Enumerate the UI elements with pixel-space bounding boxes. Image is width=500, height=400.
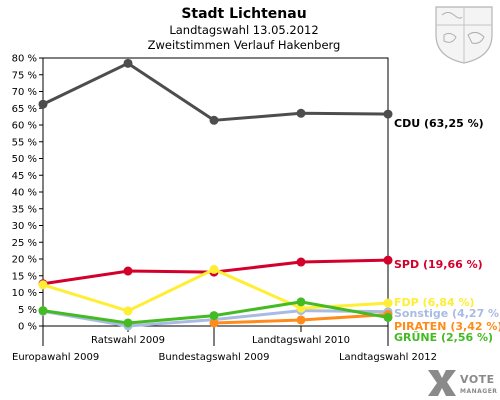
series-point-cdu [296, 108, 306, 118]
end-label-piraten: PIRATEN (3,42 %) [394, 320, 500, 333]
logo-main-text: VOTE [460, 373, 495, 386]
series-point-spd [383, 255, 393, 265]
chart-subtitle-region: Zweitstimmen Verlauf Hakenberg [148, 38, 341, 52]
votemanager-logo: VOTE MANAGER [428, 370, 497, 396]
y-tick-label: 30 % [12, 221, 37, 232]
x-tick-label: Bundestagswahl 2009 [159, 352, 270, 363]
end-label-cdu: CDU (63,25 %) [394, 117, 484, 130]
y-tick-label: 75 % [12, 70, 37, 81]
series-point-piraten [209, 318, 219, 328]
end-label-grüne: GRÜNE (2,56 %) [394, 330, 493, 344]
y-tick-label: 25 % [12, 238, 37, 249]
y-tick-label: 55 % [12, 137, 37, 148]
x-tick-label: Landtagswahl 2012 [339, 352, 437, 363]
y-tick-label: 45 % [12, 171, 37, 182]
x-tick-label: Ratswahl 2009 [91, 335, 165, 346]
y-tick-label: 60 % [12, 121, 37, 132]
series-point-grüne [383, 312, 393, 322]
series-point-grüne [38, 306, 48, 316]
series-point-piraten [296, 315, 306, 325]
plot-area: 0 % 5 % 10 % 15 % 20 % 25 % 30 % 35 % 40 % 45 % 50… [12, 54, 500, 364]
series-point-cdu [383, 109, 393, 119]
series-point-fdp [383, 298, 393, 308]
y-tick-label: 15 % [12, 271, 37, 282]
series-point-grüne [123, 318, 133, 328]
end-label-sonstige: Sonstige (4,27 %) [394, 307, 500, 320]
series-point-spd [296, 257, 306, 267]
series-point-grüne [209, 311, 219, 321]
series-point-cdu [209, 115, 219, 125]
x-tick-label: Landtagswahl 2010 [252, 335, 350, 346]
x-tick-label: Europawahl 2009 [12, 352, 99, 363]
chart-title: Stadt Lichtenau [181, 6, 306, 22]
end-label-spd: SPD (19,66 %) [394, 258, 483, 271]
end-label-fdp: FDP (6,84 %) [394, 296, 475, 309]
vote-cross-icon [428, 370, 456, 396]
series-point-cdu [123, 58, 133, 68]
y-tick-label: 50 % [12, 154, 37, 165]
y-tick-label: 5 % [18, 305, 37, 316]
series-point-spd [123, 266, 133, 276]
y-tick-label: 35 % [12, 204, 37, 215]
chart-subtitle-date: Landtagswahl 13.05.2012 [169, 23, 318, 37]
y-tick-label: 70 % [12, 87, 37, 98]
series-point-fdp [209, 264, 219, 274]
plot-frame [42, 57, 389, 327]
series-point-grüne [296, 297, 306, 307]
series-point-fdp [38, 280, 48, 290]
series-point-fdp [123, 306, 133, 316]
y-tick-label: 80 % [12, 54, 37, 65]
y-tick-label: 40 % [12, 188, 37, 199]
series-point-cdu [38, 99, 48, 109]
y-tick-label: 20 % [12, 255, 37, 266]
coat-of-arms-icon [435, 6, 493, 64]
y-tick-label: 10 % [12, 288, 37, 299]
logo-sub-text: MANAGER [460, 388, 497, 395]
y-tick-label: 0 % [18, 322, 37, 333]
series-point-fdp [296, 303, 306, 313]
y-tick-label: 65 % [12, 104, 37, 115]
